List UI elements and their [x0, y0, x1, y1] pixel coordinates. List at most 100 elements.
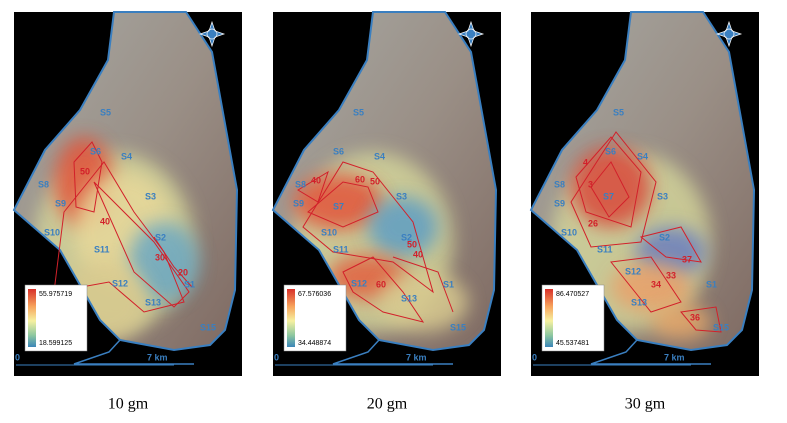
scale-start: 0 — [532, 352, 537, 362]
boundary — [529, 11, 756, 352]
contour-line — [297, 170, 329, 203]
contour-line — [302, 161, 434, 294]
scale-end: 7 km — [664, 352, 685, 362]
legend-min: 18.599125 — [39, 340, 72, 347]
heat-blob — [571, 147, 651, 227]
station-label: S12 — [112, 278, 128, 288]
station-label: S2 — [401, 232, 412, 242]
legend: 67.576036 34.448874 — [283, 284, 347, 352]
contour-label: 40 — [100, 216, 110, 226]
contour-label: 3 — [588, 179, 593, 189]
station-label: S7 — [603, 191, 614, 201]
heat-blob — [368, 197, 438, 257]
contour-label: 33 — [666, 270, 676, 280]
color-bar — [28, 289, 36, 347]
station-label: S1 — [184, 279, 195, 289]
color-bar — [287, 289, 295, 347]
coastline — [590, 339, 711, 365]
scale-start: 0 — [274, 352, 279, 362]
station-label: S10 — [321, 227, 337, 237]
contour-line — [342, 256, 425, 323]
heat-blob — [611, 262, 691, 312]
compass-star — [198, 20, 226, 48]
station-label: S2 — [155, 232, 166, 242]
station-label: S8 — [38, 179, 49, 189]
station-label: S5 — [353, 107, 364, 117]
compass-ring — [206, 28, 218, 40]
coastline — [332, 339, 453, 365]
color-bar — [545, 289, 553, 347]
contour-label: 36 — [690, 312, 700, 322]
contour-line — [575, 136, 642, 228]
contour-label: 34 — [651, 279, 661, 289]
compass-ring — [723, 28, 735, 40]
contour-label: 26 — [588, 218, 598, 228]
station-label: S9 — [554, 198, 565, 208]
boundary — [12, 11, 239, 352]
caption: 30 gm — [625, 396, 666, 413]
contour-line — [73, 141, 103, 213]
station-label: S11 — [333, 244, 349, 254]
compass-ring — [465, 28, 477, 40]
station-label: S1 — [706, 279, 717, 289]
contour-line — [639, 226, 702, 263]
north-arrow — [457, 20, 485, 48]
contour-line — [590, 161, 630, 218]
station-label: S3 — [145, 191, 156, 201]
north-arrow — [198, 20, 226, 48]
scale-start: 0 — [15, 352, 20, 362]
station-label: S10 — [44, 227, 60, 237]
contour-label: 4 — [583, 157, 588, 167]
station-label: S8 — [295, 179, 306, 189]
station-label: S3 — [657, 191, 668, 201]
caption: 10 gm — [108, 396, 149, 413]
station-label: S13 — [631, 297, 647, 307]
contour-line — [153, 236, 193, 288]
station-label: S13 — [401, 293, 417, 303]
station-label: S4 — [374, 151, 385, 161]
legend-max: 55.975719 — [39, 291, 72, 298]
station-label: S11 — [597, 244, 613, 254]
station-label: S7 — [333, 201, 344, 211]
station-label: S11 — [94, 244, 110, 254]
contour-line — [93, 181, 190, 308]
contour-line — [392, 256, 454, 313]
station-label: S5 — [100, 107, 111, 117]
heat-blob — [378, 272, 468, 332]
legend-max: 67.576036 — [298, 291, 331, 298]
coastline — [73, 339, 194, 365]
station-label: S6 — [605, 146, 616, 156]
heat-blob — [293, 174, 383, 230]
legend: 86.470527 45.537481 — [541, 284, 605, 352]
contour-label: 50 — [80, 166, 90, 176]
caption: 20 gm — [367, 396, 408, 413]
legend-min: 34.448874 — [298, 340, 331, 347]
scale-end: 7 km — [406, 352, 427, 362]
legend: 55.975719 18.599125 — [24, 284, 88, 352]
station-label: S9 — [293, 198, 304, 208]
legend-min: 45.537481 — [556, 340, 589, 347]
station-label: S10 — [561, 227, 577, 237]
contour-label: 50 — [370, 176, 380, 186]
compass-star — [715, 20, 743, 48]
boundary — [271, 11, 498, 352]
station-label: S12 — [351, 278, 367, 288]
map-panel: 5040403020S5S6S4S8S9S3S10S2S11S12S13S1S1… — [12, 11, 242, 376]
contour-line — [570, 131, 657, 248]
station-label: S8 — [554, 179, 565, 189]
station-label: S5 — [613, 107, 624, 117]
contour-label: 40 — [311, 175, 321, 185]
heat-blob — [651, 304, 711, 340]
station-label: S1 — [443, 279, 454, 289]
contour-label: 30 — [155, 252, 165, 262]
compass-star — [457, 20, 485, 48]
scale-end: 7 km — [147, 352, 168, 362]
north-arrow — [715, 20, 743, 48]
station-label: S15 — [200, 322, 216, 332]
contour-line — [610, 256, 682, 313]
contour-label: 50 — [407, 239, 417, 249]
